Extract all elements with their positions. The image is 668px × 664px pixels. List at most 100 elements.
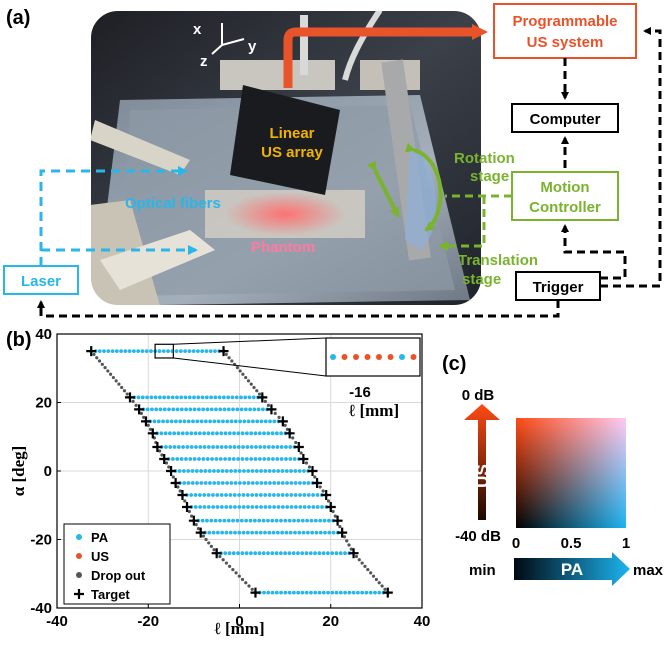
pa-point xyxy=(194,469,199,473)
pa-point xyxy=(252,518,257,523)
pa-point xyxy=(241,530,246,535)
pa-point xyxy=(343,551,347,556)
pa-point xyxy=(197,457,201,461)
pa-point xyxy=(262,445,267,449)
pa-point xyxy=(214,457,219,461)
pa-point xyxy=(215,431,219,436)
inset-us-point xyxy=(376,354,382,360)
pa-point xyxy=(174,349,179,354)
y-tick-label: -20 xyxy=(30,532,52,549)
pa-point xyxy=(279,445,284,449)
target-marker xyxy=(166,466,177,476)
pa-point xyxy=(272,469,276,473)
pa-point xyxy=(318,518,323,523)
pa-point xyxy=(150,407,154,412)
target-marker xyxy=(325,501,336,512)
pa-point xyxy=(169,419,174,424)
pa-point xyxy=(270,551,275,556)
drop-out-point-right xyxy=(266,403,270,407)
pa-point xyxy=(202,505,207,509)
target-marker xyxy=(298,454,309,465)
drop-out-point-left xyxy=(134,403,138,407)
target-marker xyxy=(182,501,193,512)
pa-point xyxy=(222,518,227,523)
computer-box xyxy=(511,103,619,133)
drop-out-point-right xyxy=(377,581,381,585)
pa-point xyxy=(284,530,289,535)
pa-point xyxy=(192,407,197,412)
pa-point xyxy=(235,407,240,412)
coordinate-axes xyxy=(211,23,245,55)
pa-point xyxy=(210,457,214,461)
drop-out-point-left xyxy=(204,537,208,542)
drop-out-point-right xyxy=(338,525,342,529)
pa-point xyxy=(356,590,360,595)
colormap-tick-2: 1 xyxy=(622,535,630,552)
pa-point xyxy=(300,518,305,523)
drop-out-point-left xyxy=(183,499,187,503)
pa-point xyxy=(256,407,261,412)
pa-point xyxy=(246,469,251,473)
pa-point xyxy=(304,551,309,556)
pa-point xyxy=(174,419,178,424)
drop-out-point-left xyxy=(117,382,121,386)
drop-out-point-right xyxy=(273,411,277,415)
drop-out-point-right xyxy=(369,571,373,575)
target-marker xyxy=(284,428,295,439)
pa-point xyxy=(242,481,247,485)
pa-point xyxy=(278,551,283,556)
pa-point xyxy=(229,419,234,424)
drop-out-point-left xyxy=(224,561,228,565)
inset-us-point xyxy=(341,354,348,360)
pa-point xyxy=(258,493,263,497)
pa-point xyxy=(179,407,184,412)
pa-point xyxy=(266,445,271,449)
pa-point xyxy=(159,431,164,436)
pa-point xyxy=(207,530,212,535)
pa-point xyxy=(261,551,266,556)
pa-point xyxy=(262,457,267,461)
drop-out-point-left xyxy=(250,587,254,591)
drop-out-point-left xyxy=(194,523,198,527)
drop-out-point-right xyxy=(354,554,359,559)
pa-point xyxy=(201,407,206,412)
pa-point xyxy=(297,469,302,473)
pa-point xyxy=(275,445,280,449)
pa-point xyxy=(302,505,307,509)
legend-target-marker xyxy=(74,589,84,599)
pa-point xyxy=(162,407,167,412)
pa-point xyxy=(140,349,145,354)
pa-point xyxy=(168,445,173,449)
pa-point xyxy=(293,469,298,473)
pa-point xyxy=(271,445,275,449)
pa-point xyxy=(192,457,197,461)
pa-point xyxy=(132,349,136,354)
drop-out-point-right xyxy=(291,436,295,440)
translation-stage-label-2: stage xyxy=(462,271,501,288)
pa-point xyxy=(280,530,285,535)
pa-point xyxy=(310,530,315,535)
pa-point xyxy=(225,419,230,424)
pa-point xyxy=(236,551,240,556)
pa-point xyxy=(249,551,253,556)
inset-zoom-box xyxy=(154,343,174,359)
drop-out-point-left xyxy=(221,558,225,562)
drop-out-point-left xyxy=(240,577,245,582)
drop-out-point-right xyxy=(318,485,322,489)
drop-out-point-right xyxy=(235,366,239,370)
pa-point xyxy=(271,457,275,461)
pa-point xyxy=(179,457,184,461)
drop-out-point-right xyxy=(246,379,251,383)
pa-point xyxy=(217,395,222,400)
pa-point xyxy=(212,419,217,424)
drop-out-point-right xyxy=(342,535,347,539)
pa-point xyxy=(283,518,288,523)
pa-point xyxy=(232,431,236,436)
pa-point xyxy=(246,505,250,509)
pa-point xyxy=(211,530,216,535)
pa-point xyxy=(127,349,132,354)
pa-point xyxy=(239,395,243,400)
pa-point xyxy=(183,349,188,354)
pa-point xyxy=(215,530,220,535)
pa-point xyxy=(318,530,323,535)
